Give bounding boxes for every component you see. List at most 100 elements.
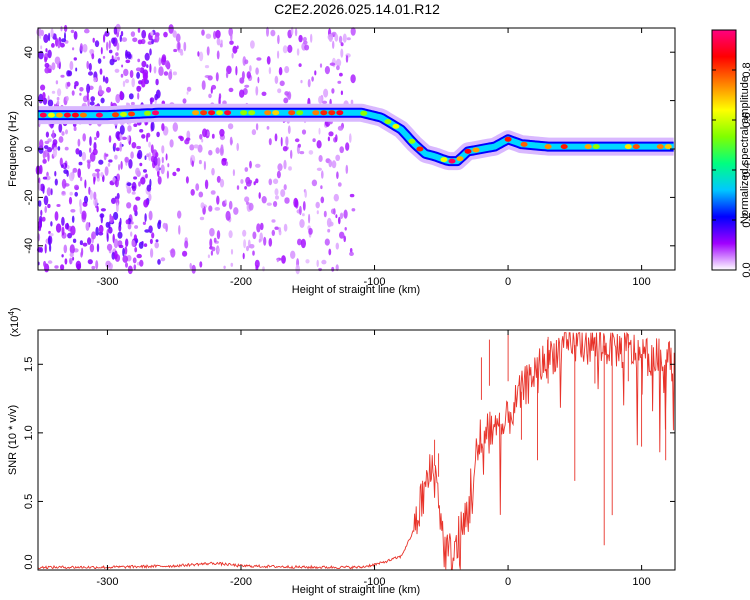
- ridge-blob: [408, 138, 416, 144]
- noise-speckle: [315, 201, 320, 209]
- noise-speckle: [113, 238, 119, 249]
- noise-speckle: [158, 57, 162, 67]
- noise-speckle: [126, 102, 129, 106]
- x-tick-label: -200: [230, 576, 252, 588]
- noise-speckle: [350, 27, 356, 36]
- noise-speckle: [68, 257, 73, 265]
- noise-speckle: [69, 60, 74, 71]
- noise-speckle: [56, 100, 60, 106]
- noise-speckle: [83, 195, 89, 204]
- noise-speckle: [344, 227, 347, 231]
- noise-speckle: [102, 55, 106, 59]
- noise-speckle: [50, 188, 53, 196]
- noise-speckle: [293, 197, 299, 208]
- noise-speckle: [87, 237, 92, 245]
- noise-speckle: [334, 33, 339, 42]
- noise-speckle: [47, 49, 52, 59]
- noise-speckle: [198, 159, 202, 165]
- noise-speckle: [236, 185, 240, 190]
- noise-speckle: [320, 196, 325, 204]
- colorbar-tick-label: 0.0: [741, 262, 750, 277]
- noise-speckle: [100, 90, 105, 95]
- noise-speckle: [122, 80, 126, 88]
- x-tick-label: -200: [230, 276, 252, 288]
- x-tick-label: -300: [96, 576, 118, 588]
- noise-speckle: [47, 99, 54, 107]
- noise-speckle: [185, 137, 191, 141]
- noise-speckle: [89, 190, 93, 200]
- noise-speckle: [137, 27, 141, 33]
- noise-speckle: [345, 55, 349, 63]
- noise-speckle: [266, 202, 272, 206]
- y-tick-label: -20: [23, 189, 35, 205]
- noise-speckle: [200, 202, 205, 209]
- spectrogram-x-label: Height of straight line (km): [292, 284, 420, 296]
- noise-speckle: [104, 76, 109, 84]
- noise-speckle: [302, 201, 306, 211]
- noise-speckle: [111, 197, 116, 204]
- noise-speckle: [230, 31, 233, 42]
- noise-speckle: [148, 225, 153, 234]
- noise-speckle: [199, 216, 205, 221]
- noise-speckle: [49, 233, 54, 237]
- ridge-blob: [504, 136, 512, 142]
- noise-speckle: [211, 246, 216, 252]
- noise-speckle: [214, 207, 221, 211]
- noise-speckle: [244, 196, 250, 203]
- y-tick-label: 1.0: [23, 425, 35, 440]
- noise-speckle: [56, 204, 61, 207]
- noise-speckle: [256, 57, 262, 61]
- noise-speckle: [119, 141, 123, 152]
- noise-speckle: [45, 48, 48, 53]
- noise-speckle: [346, 37, 351, 41]
- noise-speckle: [69, 244, 75, 255]
- noise-speckle: [84, 28, 90, 34]
- noise-speckle: [161, 156, 164, 164]
- noise-speckle: [59, 157, 63, 167]
- noise-speckle: [137, 92, 140, 100]
- noise-speckle: [323, 210, 327, 218]
- noise-speckle: [328, 131, 334, 137]
- noise-speckle: [151, 232, 155, 239]
- noise-speckle: [336, 171, 339, 179]
- noise-speckle: [127, 135, 130, 142]
- noise-speckle: [143, 169, 147, 173]
- noise-speckle: [257, 76, 260, 84]
- noise-speckle: [282, 146, 288, 152]
- noise-speckle: [135, 167, 140, 176]
- noise-speckle: [149, 63, 152, 73]
- noise-speckle: [207, 75, 213, 81]
- noise-speckle: [67, 232, 73, 239]
- noise-speckle: [209, 238, 213, 248]
- noise-speckle: [52, 129, 55, 140]
- noise-speckle: [250, 40, 255, 49]
- noise-speckle: [73, 57, 78, 61]
- noise-speckle: [40, 45, 43, 50]
- noise-speckle: [244, 59, 249, 65]
- colorbar-label: Normalized spectral amplitude: [739, 76, 750, 224]
- noise-speckle: [89, 48, 95, 55]
- noise-speckle: [69, 252, 74, 257]
- noise-speckle: [89, 101, 95, 106]
- noise-speckle: [328, 159, 333, 168]
- noise-speckle: [180, 51, 184, 56]
- noise-speckle: [114, 56, 118, 61]
- noise-speckle: [275, 195, 279, 200]
- noise-speckle: [145, 173, 148, 179]
- noise-speckle: [331, 88, 335, 94]
- noise-speckle: [254, 163, 261, 168]
- noise-speckle: [92, 148, 98, 156]
- noise-speckle: [211, 133, 215, 139]
- noise-speckle: [133, 264, 137, 270]
- noise-speckle: [324, 238, 330, 246]
- noise-speckle: [328, 248, 332, 256]
- noise-speckle: [98, 159, 104, 165]
- noise-speckle: [157, 221, 162, 230]
- noise-speckle: [161, 145, 165, 154]
- noise-speckle: [84, 179, 87, 189]
- noise-speckle: [345, 142, 350, 151]
- x-tick-label: -100: [364, 276, 386, 288]
- noise-speckle: [44, 140, 50, 145]
- noise-speckle: [244, 167, 249, 172]
- noise-speckle: [139, 129, 144, 133]
